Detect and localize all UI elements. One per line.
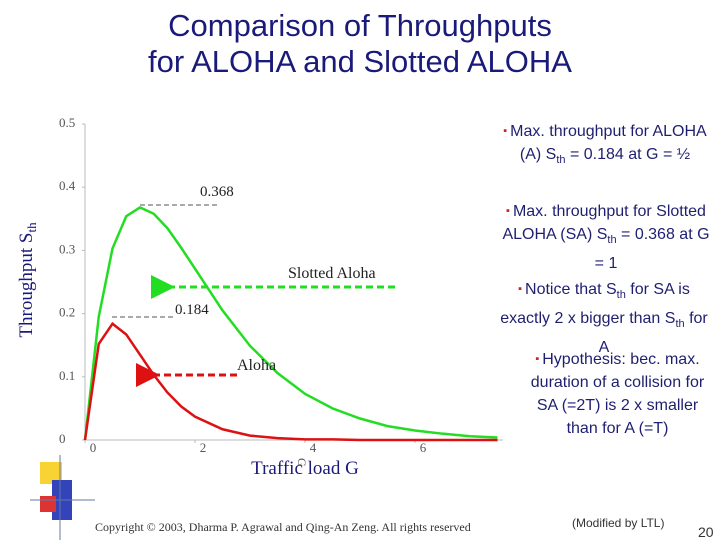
series-line: [83, 321, 498, 442]
axis-note: G: [295, 458, 309, 467]
title: Comparison of Throughputs for ALOHA and …: [0, 8, 720, 80]
bullet-text: for SA is exactly 2 x bigger than S: [500, 281, 690, 328]
series-line: [83, 206, 498, 441]
y-tick-label: 0.3: [59, 241, 75, 256]
title-line: for ALOHA and Slotted ALOHA: [148, 44, 572, 79]
bullet-text: Notice that S: [525, 281, 617, 298]
y-tick-label: 0.5: [59, 115, 75, 130]
y-tick-label: 0.2: [59, 305, 75, 320]
x-tick-label: 4: [310, 440, 317, 455]
x-tick-label: 2: [200, 440, 207, 455]
bullet: ▪ Notice that Sth for SA is exactly 2 x b…: [495, 278, 713, 359]
decor: [40, 462, 62, 484]
copyright: Copyright © 2003, Dharma P. Agrawal and …: [95, 520, 471, 534]
bullet-text: Max. throughput for ALOHA (A) S: [510, 123, 707, 164]
subscript: th: [675, 318, 685, 331]
y-axis-label: Throughput Sth: [16, 222, 39, 338]
annotation: 0.368: [200, 184, 234, 200]
annotation: 0.184: [175, 302, 209, 318]
y-label-text: Throughput S: [16, 233, 37, 338]
y-tick-label: 0: [59, 431, 66, 446]
x-tick-label: 0: [90, 440, 97, 455]
bullet-marker: ▪: [535, 353, 540, 366]
y-label-sub: th: [24, 222, 39, 233]
series-label: Slotted Aloha: [288, 265, 376, 282]
bullet-marker: ▪: [506, 205, 510, 218]
subscript: th: [556, 154, 566, 167]
bullet-text: = 0.184 at G = ½: [565, 146, 691, 164]
subscript: th: [616, 289, 626, 302]
decor: [40, 496, 56, 512]
bullet: ▪ Max. throughput for ALOHA (A) Sth = 0.1…: [500, 120, 710, 172]
bullet: ▪ Max. throughput for Slotted ALOHA (SA) …: [500, 200, 712, 275]
bullet-text: Hypothesis: bec. max. duration of a coll…: [530, 351, 705, 438]
subscript: th: [607, 234, 617, 247]
bullet-text: Max. throughput for Slotted ALOHA (SA) S: [502, 203, 706, 244]
y-tick-label: 0.1: [59, 368, 75, 383]
page-number: 20: [698, 524, 714, 540]
modified-note: (Modified by LTL): [572, 516, 665, 530]
series-label: Aloha: [237, 357, 276, 374]
x-tick-label: 6: [420, 440, 427, 455]
title-line: Comparison of Throughputs: [168, 8, 552, 43]
bullet-text: for A: [598, 310, 708, 357]
y-tick-label: 0.4: [59, 178, 76, 193]
x-axis-label: Traffic load G: [251, 458, 359, 479]
bullet-text: = 0.368 at G = 1: [594, 226, 710, 273]
bullet-marker: ▪: [503, 125, 508, 138]
bullet: ▪ Hypothesis: bec. max. duration of a col…: [525, 348, 710, 440]
bullet-marker: ▪: [518, 283, 523, 296]
